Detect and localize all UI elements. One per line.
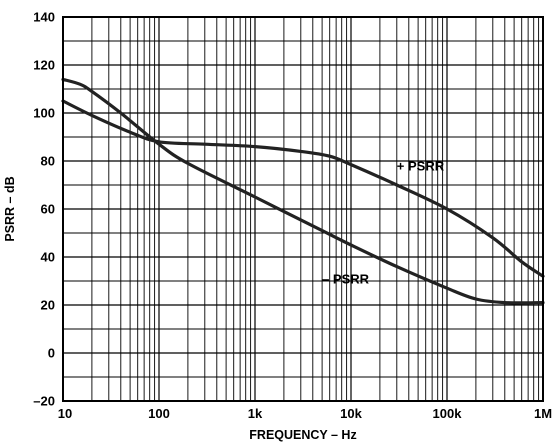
plus-psrr-curve — [61, 99, 545, 278]
x-tick-label: 100 — [148, 406, 170, 421]
plus-psrr-label: + PSRR — [397, 159, 445, 174]
y-tick-label: 140 — [33, 10, 55, 25]
minus-psrr-label: – PSRR — [322, 271, 370, 286]
y-tick-label: 0 — [48, 346, 55, 361]
plot-frame — [62, 16, 544, 402]
series-labels: + PSRR – PSRR — [322, 159, 445, 287]
grid — [62, 16, 543, 402]
y-tick-label: 120 — [33, 58, 55, 73]
x-tick-labels: 10 100 1k 10k 100k 1M — [58, 406, 552, 421]
y-tick-labels: 140 120 100 80 60 40 20 0 –20 — [33, 10, 55, 409]
x-axis-title: FREQUENCY – Hz — [249, 428, 356, 442]
y-tick-label: –20 — [33, 394, 55, 409]
y-tick-label: 80 — [41, 154, 55, 169]
x-tick-label: 10 — [58, 406, 72, 421]
y-tick-label: 40 — [41, 250, 55, 265]
y-axis-title: PSRR – dB — [3, 176, 17, 241]
x-tick-label: 100k — [433, 406, 463, 421]
y-tick-label: 20 — [41, 298, 55, 313]
y-tick-label: 60 — [41, 202, 55, 217]
x-tick-label: 10k — [340, 406, 362, 421]
x-tick-label: 1M — [534, 406, 552, 421]
y-tick-label: 100 — [33, 106, 55, 121]
minus-psrr-curve — [61, 77, 545, 305]
x-tick-label: 1k — [248, 406, 263, 421]
series-curves — [61, 77, 545, 305]
